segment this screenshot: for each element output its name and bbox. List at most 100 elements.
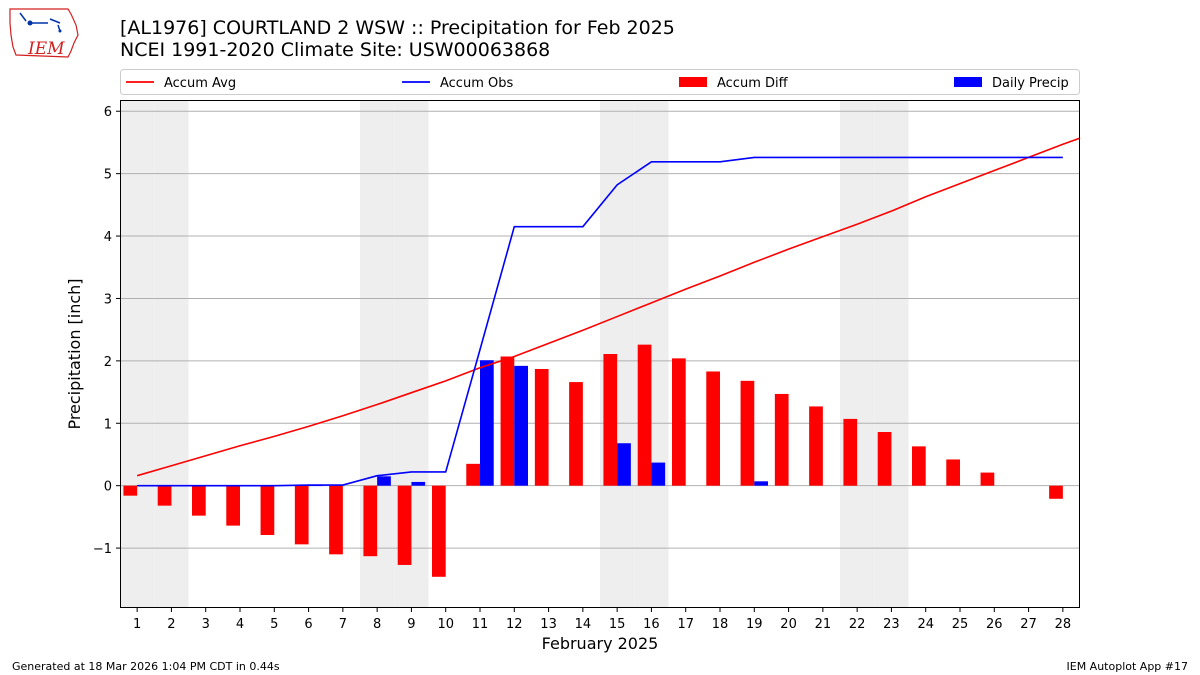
- x-axis-ticks: 1 2 3 4 5 6 7 8 9 10 11 12 13 14 15 16 17 18 19 20 21 22 23 24 2…: [133, 608, 1071, 632]
- ytick-label: 4: [104, 230, 112, 245]
- iowa-map-icon: [9, 8, 79, 58]
- daily-precip-bar-day-19: [754, 481, 768, 486]
- accum-diff-bar-day-8: [363, 485, 378, 557]
- generated-timestamp: Generated at 18 Mar 2026 1:04 PM CDT in …: [12, 660, 280, 673]
- ytick-label: 3: [104, 292, 112, 307]
- ytick-label: 0: [104, 480, 112, 495]
- weekend-shade-day-22: [840, 100, 875, 608]
- accum-diff-bar-day-10: [432, 485, 446, 577]
- xtick-label: 17: [677, 617, 694, 632]
- accum-diff-bar-day-25: [946, 459, 960, 486]
- chart-title: [AL1976] COURTLAND 2 WSW :: Precipitatio…: [120, 17, 675, 39]
- weekend-shade-day-23: [874, 100, 909, 608]
- xtick-label: 11: [472, 617, 489, 632]
- chart-subtitle: NCEI 1991-2020 Climate Site: USW00063868: [120, 39, 551, 61]
- xtick-label: 2: [167, 617, 175, 632]
- accum-diff-bar-day-28: [1049, 485, 1063, 499]
- y-axis-label: Precipitation [inch]: [65, 278, 84, 429]
- legend-swatch-accum-diff: [679, 77, 707, 87]
- xtick-label: 19: [746, 617, 763, 632]
- accum-diff-bar-day-2: [157, 485, 172, 506]
- xtick-label: 14: [575, 617, 592, 632]
- plot-frame: [120, 100, 1080, 608]
- legend-frame: [120, 69, 1080, 95]
- xtick-label: 3: [202, 617, 210, 632]
- accum-diff-bar-day-26: [980, 472, 995, 486]
- legend-label-daily-precip: Daily Precip: [992, 76, 1069, 91]
- xtick-label: 7: [339, 617, 347, 632]
- ytick-label: 2: [104, 355, 112, 370]
- daily-precip-bar-day-11: [480, 360, 494, 486]
- xtick-label: 21: [815, 617, 832, 632]
- accum-diff-bar-day-4: [226, 485, 240, 526]
- accum-diff-bar-day-19: [740, 380, 755, 486]
- accum-diff-bar-day-18: [706, 371, 720, 486]
- weekend-shade-day-1: [120, 100, 155, 608]
- xtick-label: 12: [506, 617, 523, 632]
- xtick-label: 22: [849, 617, 866, 632]
- accum-diff-bar-day-21: [809, 406, 823, 486]
- accum-diff-bar-day-1: [123, 485, 138, 496]
- accum-diff-bar-day-9: [397, 485, 412, 565]
- legend-label-accum-diff: Accum Diff: [717, 76, 789, 91]
- weekend-shading: [120, 100, 909, 608]
- accum-avg-line: [136, 137, 1081, 477]
- accum-diff-bar-day-5: [260, 485, 275, 535]
- daily-precip-bar-day-12: [514, 365, 528, 486]
- daily-precip-bar-day-9: [411, 481, 426, 486]
- xtick-label: 1: [133, 617, 141, 632]
- accum-diff-bar-day-11: [466, 463, 480, 486]
- app-label: IEM Autoplot App #17: [1066, 660, 1189, 673]
- logo-text: IEM: [28, 39, 65, 59]
- xtick-label: 16: [643, 617, 660, 632]
- xtick-label: 10: [437, 617, 454, 632]
- ytick-label: 5: [104, 168, 112, 183]
- xtick-label: 24: [917, 617, 934, 632]
- iem-logo: IEM: [8, 5, 82, 59]
- xtick-label: 6: [304, 617, 312, 632]
- y-axis-ticks: −1 0 1 2 3 4 5 6: [93, 105, 120, 557]
- lines: [136, 137, 1081, 487]
- accum-diff-bar-day-24: [912, 446, 926, 486]
- accum-obs-line: [137, 156, 1063, 487]
- x-axis-label: February 2025: [542, 634, 659, 653]
- accum-diff-bar-day-22: [843, 418, 858, 486]
- accum-diff-bar-day-13: [534, 368, 549, 486]
- accum-diff-bar-day-7: [329, 485, 343, 555]
- xtick-label: 18: [712, 617, 729, 632]
- accum-diff-bar-day-23: [877, 432, 892, 486]
- accum-diff-bar-day-20: [774, 393, 789, 486]
- daily-precip-bar-day-16: [651, 462, 666, 486]
- xtick-label: 28: [1055, 617, 1072, 632]
- accum-diff-bar-day-16: [637, 344, 652, 486]
- bars: [123, 344, 1063, 577]
- daily-precip-bar-day-8: [377, 476, 391, 486]
- ytick-label: 6: [104, 105, 112, 120]
- xtick-label: 4: [236, 617, 244, 632]
- xtick-label: 20: [780, 617, 797, 632]
- xtick-label: 8: [373, 617, 381, 632]
- accum-diff-bar-day-17: [672, 358, 686, 486]
- legend-label-accum-obs: Accum Obs: [440, 76, 513, 91]
- accum-diff-bar-day-6: [294, 485, 309, 545]
- daily-precip-bar-day-15: [617, 443, 631, 486]
- legend-label-accum-avg: Accum Avg: [164, 76, 236, 91]
- accum-diff-bar-day-14: [569, 382, 583, 486]
- xtick-label: 15: [609, 617, 626, 632]
- accum-diff-bar-day-12: [500, 356, 515, 486]
- accum-diff-bar-day-15: [603, 354, 618, 486]
- ytick-label: −1: [93, 542, 112, 557]
- xtick-label: 13: [540, 617, 557, 632]
- xtick-label: 25: [952, 617, 969, 632]
- weekend-shade-day-2: [154, 100, 189, 608]
- xtick-label: 9: [407, 617, 415, 632]
- legend-swatch-daily-precip: [954, 77, 982, 87]
- xtick-label: 5: [270, 617, 278, 632]
- xtick-label: 23: [883, 617, 900, 632]
- xtick-label: 27: [1020, 617, 1037, 632]
- legend: Accum Avg Accum Obs Accum Diff Daily Precip: [120, 69, 1080, 95]
- accum-diff-bar-day-3: [192, 485, 206, 516]
- xtick-label: 26: [986, 617, 1003, 632]
- ytick-label: 1: [104, 417, 112, 432]
